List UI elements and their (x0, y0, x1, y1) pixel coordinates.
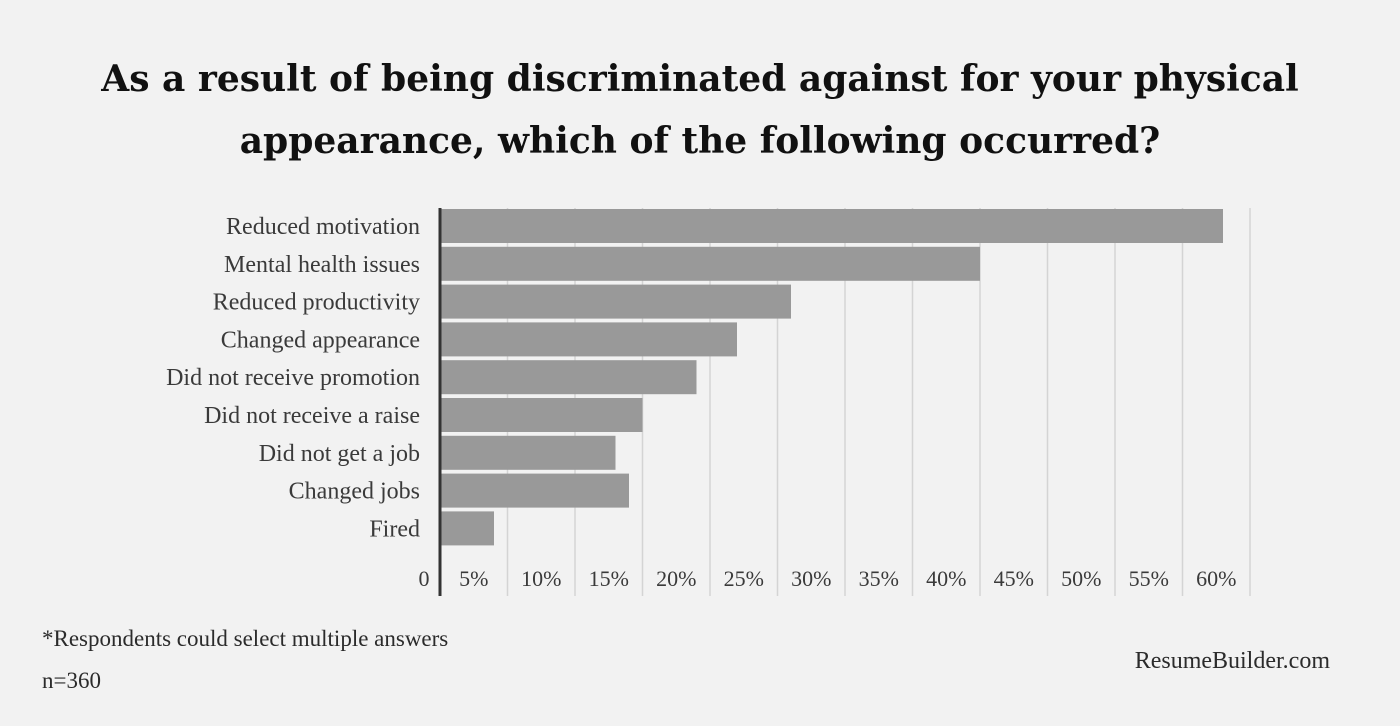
x-tick-label: 35% (859, 566, 899, 591)
bar (440, 322, 737, 357)
x-tick-label: 10% (521, 566, 561, 591)
category-label: Changed jobs (289, 479, 420, 505)
bar (440, 284, 791, 319)
x-tick-label: 60% (1196, 566, 1236, 591)
category-label: Reduced productivity (213, 290, 420, 316)
x-tick-label: 30% (791, 566, 831, 591)
category-label: Fired (369, 516, 420, 542)
category-label: Changed appearance (221, 327, 420, 353)
bar (440, 435, 616, 470)
category-label: Did not receive promotion (166, 365, 420, 391)
bar (440, 398, 643, 432)
x-tick-label: 40% (926, 566, 966, 591)
category-label: Mental health issues (224, 252, 420, 278)
x-tick-label: 45% (994, 566, 1034, 591)
footnote-multiple-answers: *Respondents could select multiple answe… (42, 626, 449, 651)
category-label: Did not get a job (259, 441, 420, 467)
bar (440, 360, 697, 395)
bar (440, 473, 629, 508)
x-tick-label: 50% (1061, 566, 1101, 591)
bars (440, 209, 1223, 546)
x-tick-label: 5% (459, 566, 488, 591)
x-tick-label: 25% (724, 566, 764, 591)
x-tick-label: 0 (419, 566, 430, 591)
x-tick-label: 15% (589, 566, 629, 591)
chart-title-line-1: As a result of being discriminated again… (101, 58, 1299, 100)
footnote-sample-size: n=360 (42, 668, 101, 693)
category-labels: Reduced motivation Mental health issues Re… (166, 214, 420, 542)
chart-title: As a result of being discriminated again… (0, 48, 1400, 172)
brand-credit: ResumeBuilder.com (1134, 648, 1330, 674)
category-label: Reduced motivation (226, 214, 420, 240)
x-tick-label: 20% (656, 566, 696, 591)
x-tick-label: 55% (1129, 566, 1169, 591)
category-label: Did not receive a raise (204, 403, 420, 429)
bar (440, 209, 1223, 243)
x-tick-labels: 0 5% 10% 15% 20% 25% 30% 35% 40% 45% 50% 55% 60% (419, 566, 1237, 591)
chart-title-line-2: appearance, which of the following occur… (239, 120, 1161, 162)
bar (440, 511, 494, 546)
bar (440, 246, 980, 281)
